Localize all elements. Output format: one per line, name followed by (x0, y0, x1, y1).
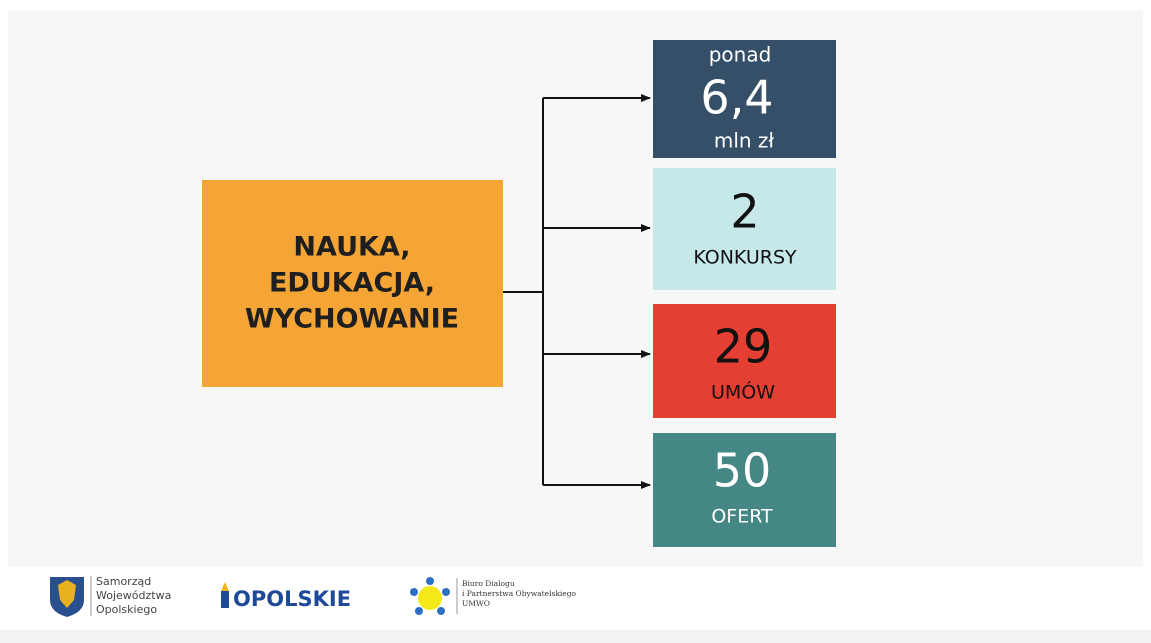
slide-background (8, 10, 1143, 567)
box-offers (653, 433, 836, 547)
logo-dot (426, 577, 434, 585)
logo-dot (437, 607, 445, 615)
logo-dot (415, 607, 423, 615)
connectors (503, 94, 651, 489)
logo-tower-top (221, 582, 229, 591)
logo-text: Opolskiego (96, 603, 157, 616)
logo-text: Samorząd (96, 575, 151, 588)
eagle (58, 580, 76, 608)
logo-biuro: Biuro Dialogu i Partnerstwa Obywatelskie… (410, 577, 577, 615)
logo-dot (442, 588, 450, 596)
bottom-strip (0, 630, 1151, 643)
box-contracts (653, 304, 836, 418)
logo-text: OPOLSKIE (233, 587, 351, 611)
center-label: EDUKACJA, (269, 268, 435, 299)
box-funding (653, 40, 836, 158)
center-label: WYCHOWANIE (245, 304, 459, 335)
logo-text: UMWO (462, 599, 490, 608)
center-box (202, 180, 503, 387)
box-contests (653, 168, 836, 290)
logo-dot (410, 588, 418, 596)
logo-sun (418, 586, 442, 610)
box-caption: KONKURSY (693, 247, 797, 269)
box-number: 50 (713, 444, 772, 498)
box-caption: UMÓW (711, 380, 775, 404)
logo-text: Województwa (96, 589, 171, 602)
logo-text: i Partnerstwa Obywatelskiego (462, 589, 577, 598)
center-label: NAUKA, (293, 232, 410, 263)
logo-samorzad: Samorząd Województwa Opolskiego (50, 575, 171, 617)
box-number: 29 (714, 320, 773, 374)
logo-text: Biuro Dialogu (462, 579, 515, 588)
box-caption: mln zł (714, 129, 775, 153)
box-number: 2 (730, 185, 759, 239)
box-caption: OFERT (711, 506, 773, 528)
logo-opolskie: OPOLSKIE (221, 582, 351, 611)
logo-tower (221, 591, 229, 608)
box-number: 6,4 (700, 71, 773, 125)
box-caption: ponad (709, 43, 772, 67)
